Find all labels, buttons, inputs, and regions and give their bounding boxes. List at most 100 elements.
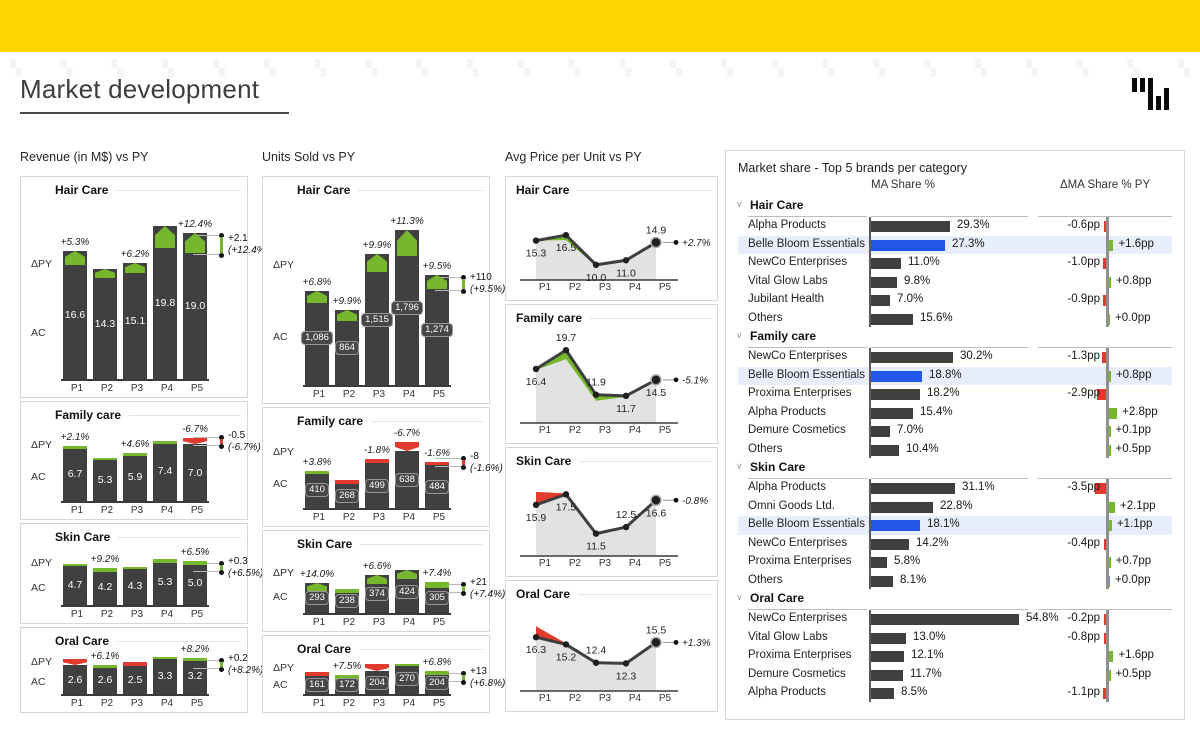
- data-bar[interactable]: 3.3: [153, 657, 177, 694]
- delta-bar[interactable]: [1108, 313, 1110, 325]
- market-share-row-omni-goods-ltd-[interactable]: Omni Goods Ltd. 22.8% +2.1pp: [738, 498, 1172, 517]
- price-line-plot[interactable]: 15.3 16.5 10.0 11.0 14.9 +2.7%: [516, 203, 714, 284]
- delta-bar[interactable]: [1108, 575, 1110, 587]
- share-bar[interactable]: [871, 258, 901, 269]
- market-share-row-demure-cosmetics[interactable]: Demure Cosmetics 11.7% +0.5pp: [738, 666, 1172, 685]
- data-point-p4[interactable]: [622, 660, 630, 667]
- revenue-chart-hair-care[interactable]: Hair Care ΔPY AC 16.6 +5.3% 14.3 15.1 +6.2% 19.8…: [20, 176, 269, 398]
- price-chart-oral-care[interactable]: Oral Care 16.3 15.2 12.4 12.3 15.5 +1.3% P1 P2 P3…: [505, 580, 718, 712]
- data-bar[interactable]: 5.0: [183, 561, 207, 605]
- bar-p3[interactable]: 5.9 +4.6%: [121, 439, 149, 501]
- bar-p3[interactable]: 1,515 +9.9%: [361, 221, 393, 385]
- delta-bar[interactable]: [1108, 444, 1111, 456]
- delta-bar[interactable]: [1108, 501, 1115, 513]
- revenue-chart-skin-care[interactable]: Skin Care ΔPY AC 4.7 4.2 +9.2% 4.3 5.3 5.0 +6.5% +…: [20, 523, 263, 624]
- market-share-row-alpha-products[interactable]: Alpha Products 29.3% -0.6pp: [738, 217, 1172, 236]
- delta-bar[interactable]: [1095, 483, 1106, 494]
- delta-bar[interactable]: [1103, 295, 1106, 306]
- delta-bar[interactable]: [1108, 276, 1111, 288]
- revenue-chart-family-care[interactable]: Family care ΔPY AC 6.7 +2.1% 5.3 5.9 +4.6% 7.4 7.…: [20, 401, 261, 520]
- units-chart-family-care[interactable]: Family care ΔPY AC 410 +3.8% 268 499 -1.8% 638 -6…: [262, 407, 503, 527]
- data-bar[interactable]: 204: [425, 671, 449, 694]
- data-bar[interactable]: 5.3: [93, 458, 117, 501]
- bar-p1[interactable]: 6.7 +2.1%: [61, 432, 89, 501]
- price-line-plot[interactable]: 16.3 15.2 12.4 12.3 15.5 +1.3%: [516, 606, 714, 692]
- bar-p5[interactable]: 3.2 +8.2%: [181, 644, 209, 694]
- share-bar[interactable]: [871, 370, 922, 382]
- chevron-down-icon[interactable]: ∨: [736, 330, 743, 340]
- data-bar[interactable]: 270: [395, 664, 419, 694]
- bar-p1[interactable]: 1,086 +6.8%: [301, 221, 333, 385]
- bar-p4[interactable]: 5.3: [153, 557, 177, 605]
- market-share-row-alpha-products[interactable]: Alpha Products 15.4% +2.8pp: [738, 404, 1172, 423]
- chevron-down-icon[interactable]: ∨: [736, 461, 743, 471]
- data-point-p3[interactable]: [592, 261, 600, 269]
- market-share-row-proxima-enterprises[interactable]: Proxima Enterprises 5.8% +0.7pp: [738, 553, 1172, 572]
- data-bar[interactable]: 1,274: [421, 275, 453, 385]
- share-bar[interactable]: [871, 557, 887, 568]
- price-chart-skin-care[interactable]: Skin Care 15.9 17.5 11.5 12.5 16.6 -0.8% P1 P2 P3…: [505, 447, 718, 577]
- bar-p3[interactable]: 4.3: [123, 557, 147, 605]
- bar-p3[interactable]: 15.1 +6.2%: [121, 221, 149, 379]
- data-bar[interactable]: 204: [365, 671, 389, 694]
- data-point-p5[interactable]: [650, 236, 662, 249]
- market-share-row-proxima-enterprises[interactable]: Proxima Enterprises 12.1% +1.6pp: [738, 647, 1172, 666]
- data-bar[interactable]: 7.4: [153, 441, 177, 501]
- market-share-row-belle-bloom-essentials[interactable]: Belle Bloom Essentials 18.8% +0.8pp: [738, 366, 1172, 385]
- data-bar[interactable]: 484: [425, 465, 449, 508]
- delta-bar[interactable]: [1108, 407, 1118, 419]
- price-line-plot[interactable]: 15.9 17.5 11.5 12.5 16.6 -0.8%: [516, 471, 714, 557]
- share-bar[interactable]: [871, 426, 890, 437]
- data-bar[interactable]: 4.2: [93, 568, 117, 605]
- price-line-plot[interactable]: 16.4 19.7 11.9 11.7 14.5 -5.1%: [516, 330, 714, 424]
- bar-p3[interactable]: 499 -1.8%: [364, 445, 390, 508]
- bar-p2[interactable]: 864 +9.9%: [333, 221, 361, 385]
- bar-p3[interactable]: 2.5: [123, 656, 147, 694]
- data-point-p1[interactable]: [532, 501, 540, 509]
- bar-p4[interactable]: 1,796 +11.3%: [390, 216, 424, 385]
- data-bar[interactable]: 19.0: [183, 233, 207, 379]
- market-share-row-proxima-enterprises[interactable]: Proxima Enterprises 18.2% -2.9pp: [738, 385, 1172, 404]
- data-point-p4[interactable]: [622, 392, 630, 400]
- data-bar[interactable]: 6.7: [63, 446, 87, 501]
- share-bar[interactable]: [871, 575, 893, 587]
- delta-bar[interactable]: [1101, 352, 1106, 363]
- bar-p5[interactable]: 7.0 -6.7%: [182, 424, 208, 501]
- bar-p4[interactable]: 3.3: [153, 656, 177, 694]
- share-bar[interactable]: [871, 276, 897, 288]
- market-share-row-vital-glow-labs[interactable]: Vital Glow Labs 9.8% +0.8pp: [738, 273, 1172, 292]
- share-bar[interactable]: [871, 295, 890, 306]
- bar-p5[interactable]: 19.0 +12.4%: [178, 219, 212, 379]
- share-bar[interactable]: [871, 651, 904, 662]
- bar-p1[interactable]: 293 +14.0%: [300, 567, 334, 613]
- data-bar[interactable]: 499: [365, 463, 389, 508]
- share-bar[interactable]: [871, 501, 933, 513]
- bar-p1[interactable]: 410 +3.8%: [303, 446, 331, 508]
- market-share-row-jubilant-health[interactable]: Jubilant Health 7.0% -0.9pp: [738, 291, 1172, 310]
- market-share-row-others[interactable]: Others 10.4% +0.5pp: [738, 441, 1172, 460]
- data-point-p3[interactable]: [592, 391, 600, 398]
- bar-p5[interactable]: 1,274 +9.5%: [421, 221, 453, 385]
- category-header-hair-care[interactable]: ∨ Hair Care: [736, 197, 1172, 217]
- share-bar[interactable]: [871, 669, 903, 681]
- delta-bar[interactable]: [1108, 370, 1111, 382]
- data-bar[interactable]: 161: [305, 676, 329, 694]
- data-bar[interactable]: 3.2: [183, 658, 207, 694]
- revenue-chart-oral-care[interactable]: Oral Care ΔPY AC 2.6 2.6 +6.1% 2.5 3.3 3.2 +8.2% +…: [20, 627, 263, 713]
- bar-p2[interactable]: 268: [335, 446, 359, 508]
- market-share-row-newco-enterprises[interactable]: NewCo Enterprises 11.0% -1.0pp: [738, 254, 1172, 273]
- share-bar[interactable]: [871, 389, 920, 400]
- share-bar[interactable]: [871, 407, 913, 419]
- data-bar[interactable]: 5.9: [123, 453, 147, 501]
- market-share-row-alpha-products[interactable]: Alpha Products 8.5% -1.1pp: [738, 684, 1172, 703]
- data-point-p4[interactable]: [622, 523, 630, 531]
- delta-bar[interactable]: [1108, 239, 1114, 251]
- market-share-panel[interactable]: Market share - Top 5 brands per category…: [725, 150, 1185, 720]
- units-chart-oral-care[interactable]: Oral Care ΔPY AC 161 172 +7.5% 204 270 204 +6.8% +…: [262, 635, 505, 713]
- delta-bar[interactable]: [1108, 669, 1111, 681]
- data-point-p1[interactable]: [532, 237, 540, 244]
- delta-bar[interactable]: [1104, 538, 1106, 550]
- data-bar[interactable]: 2.6: [93, 665, 117, 694]
- bar-p2[interactable]: 2.6 +6.1%: [91, 651, 119, 694]
- data-point-p2[interactable]: [562, 231, 570, 239]
